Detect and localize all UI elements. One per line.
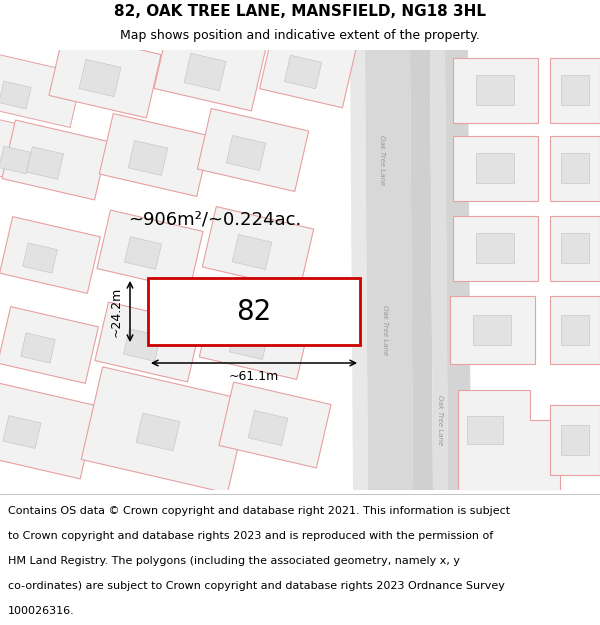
Polygon shape: [467, 416, 503, 444]
Polygon shape: [0, 81, 31, 109]
Polygon shape: [410, 50, 433, 490]
Polygon shape: [430, 50, 448, 490]
Polygon shape: [81, 367, 249, 493]
Polygon shape: [452, 216, 538, 281]
Text: Map shows position and indicative extent of the property.: Map shows position and indicative extent…: [120, 29, 480, 42]
Polygon shape: [550, 58, 600, 122]
Polygon shape: [365, 50, 413, 490]
Polygon shape: [476, 233, 514, 263]
Polygon shape: [199, 296, 311, 379]
Polygon shape: [95, 302, 201, 382]
Polygon shape: [458, 390, 560, 490]
Text: co-ordinates) are subject to Crown copyright and database rights 2023 Ordnance S: co-ordinates) are subject to Crown copyr…: [8, 581, 505, 591]
Polygon shape: [0, 217, 100, 293]
Text: Contains OS data © Crown copyright and database right 2021. This information is : Contains OS data © Crown copyright and d…: [8, 506, 510, 516]
Text: 82: 82: [236, 298, 272, 326]
Polygon shape: [0, 307, 98, 383]
Polygon shape: [449, 296, 535, 364]
Polygon shape: [0, 52, 82, 127]
Polygon shape: [226, 136, 266, 171]
Polygon shape: [350, 50, 368, 490]
Polygon shape: [124, 237, 161, 269]
Text: ~61.1m: ~61.1m: [229, 371, 279, 384]
Polygon shape: [49, 32, 161, 118]
Polygon shape: [20, 333, 55, 363]
Polygon shape: [561, 315, 589, 345]
Polygon shape: [202, 206, 314, 289]
Polygon shape: [561, 153, 589, 183]
Polygon shape: [0, 118, 82, 192]
Polygon shape: [97, 210, 203, 290]
Text: Oak Tree Lane: Oak Tree Lane: [437, 395, 443, 445]
Text: to Crown copyright and database rights 2023 and is reproduced with the permissio: to Crown copyright and database rights 2…: [8, 531, 493, 541]
Text: Oak Tree Lane: Oak Tree Lane: [382, 305, 388, 355]
Polygon shape: [452, 58, 538, 122]
Polygon shape: [124, 329, 161, 361]
Polygon shape: [476, 153, 514, 183]
Polygon shape: [260, 28, 356, 108]
Polygon shape: [550, 296, 600, 364]
Polygon shape: [248, 411, 288, 446]
Polygon shape: [561, 75, 589, 105]
Polygon shape: [100, 114, 211, 196]
Polygon shape: [473, 315, 511, 345]
Polygon shape: [550, 136, 600, 201]
Polygon shape: [0, 381, 97, 479]
Polygon shape: [452, 136, 538, 201]
Text: ~24.2m: ~24.2m: [110, 286, 122, 337]
Polygon shape: [23, 243, 58, 273]
Polygon shape: [232, 234, 272, 269]
Polygon shape: [26, 147, 64, 179]
Polygon shape: [128, 141, 168, 176]
Polygon shape: [445, 50, 471, 490]
Polygon shape: [136, 413, 180, 451]
Polygon shape: [2, 120, 108, 200]
Polygon shape: [550, 216, 600, 281]
Text: 82, OAK TREE LANE, MANSFIELD, NG18 3HL: 82, OAK TREE LANE, MANSFIELD, NG18 3HL: [114, 4, 486, 19]
Polygon shape: [184, 53, 226, 91]
Polygon shape: [229, 324, 269, 359]
Polygon shape: [476, 75, 514, 105]
Polygon shape: [197, 109, 308, 191]
Polygon shape: [3, 416, 41, 448]
Polygon shape: [284, 55, 322, 89]
Text: Oak Tree Lane: Oak Tree Lane: [379, 135, 385, 185]
Text: ~906m²/~0.224ac.: ~906m²/~0.224ac.: [128, 211, 302, 229]
Text: 100026316.: 100026316.: [8, 606, 74, 616]
Polygon shape: [561, 425, 589, 455]
Polygon shape: [154, 25, 266, 111]
Bar: [148, 278, 360, 345]
Polygon shape: [561, 233, 589, 263]
Text: HM Land Registry. The polygons (including the associated geometry, namely x, y: HM Land Registry. The polygons (includin…: [8, 556, 460, 566]
Polygon shape: [550, 405, 600, 475]
Polygon shape: [79, 59, 121, 97]
Polygon shape: [219, 382, 331, 468]
Polygon shape: [0, 146, 31, 174]
